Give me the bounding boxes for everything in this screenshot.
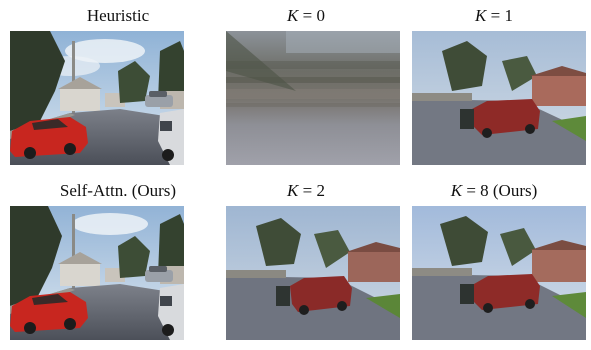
caption-heuristic: Heuristic	[28, 6, 208, 26]
caption-k8-rest: = 8 (Ours)	[462, 181, 538, 200]
panel-k1-image	[412, 31, 586, 165]
panel-self-attn-image	[10, 206, 184, 340]
caption-k0-rest: = 0	[298, 6, 325, 25]
caption-k2-var: K	[287, 181, 299, 200]
caption-k1-rest: = 1	[486, 6, 513, 25]
caption-k2-rest: = 2	[298, 181, 325, 200]
caption-k0: K = 0	[216, 6, 396, 26]
caption-self-attn: Self-Attn. (Ours)	[28, 181, 208, 201]
panel-k2-image	[226, 206, 400, 340]
panel-k8-image	[412, 206, 586, 340]
caption-k0-var: K	[287, 6, 299, 25]
caption-self-attn-text: Self-Attn. (Ours)	[59, 181, 177, 200]
caption-k1: K = 1	[404, 6, 584, 26]
caption-k1-var: K	[475, 6, 487, 25]
panel-heuristic-image	[10, 31, 184, 165]
panel-k0-image	[226, 31, 400, 165]
caption-heuristic-text: Heuristic	[86, 6, 150, 25]
caption-k8: K = 8 (Ours)	[404, 181, 584, 201]
caption-k2: K = 2	[216, 181, 396, 201]
caption-k8-var: K	[450, 181, 463, 200]
